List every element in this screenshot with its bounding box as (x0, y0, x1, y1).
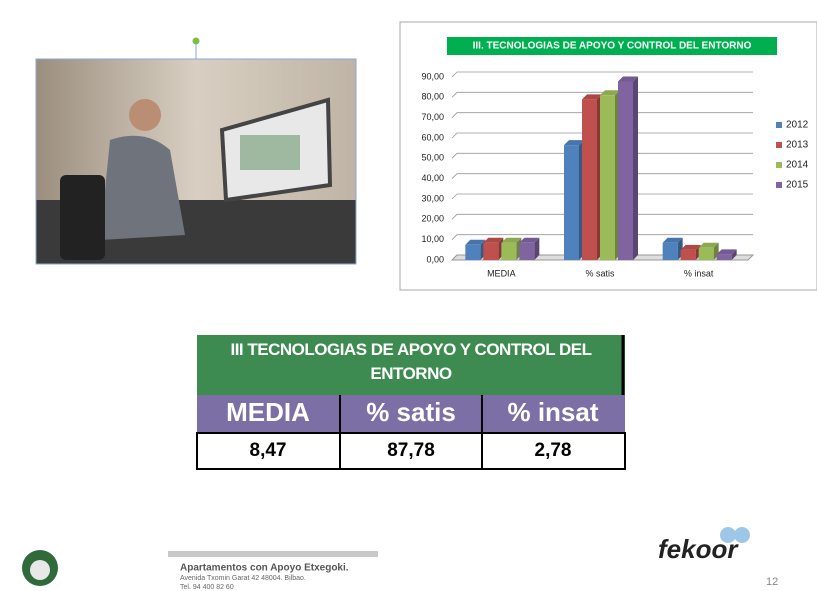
table-header: % satis (366, 397, 456, 427)
page-number: 12 (766, 576, 778, 588)
bar-top (564, 140, 584, 146)
summary-table: III TECNOLOGIAS DE APOYO Y CONTROL DEL E… (196, 335, 626, 470)
grid-line (451, 173, 753, 179)
grid-line (451, 132, 753, 139)
legend-label: 2014 (786, 160, 809, 171)
table-title-box: III TECNOLOGIAS DE APOYO Y CONTROL DEL E… (230, 340, 592, 383)
footer-phone: Tel. 94 400 82 60 (180, 584, 234, 591)
bar (698, 247, 714, 260)
screen-image (240, 135, 300, 170)
legend-label: 2013 (786, 140, 809, 151)
bar (564, 145, 579, 260)
left-logo-inner (30, 560, 50, 580)
grid-line (451, 234, 753, 240)
bar (618, 81, 633, 260)
bar (582, 99, 597, 260)
table-title: III TECNOLOGIAS DE APOYO Y CONTROL DEL E… (230, 340, 592, 383)
bar (465, 244, 481, 260)
bar-top (582, 94, 602, 100)
bar-top (465, 239, 486, 245)
grid-line (451, 91, 753, 98)
legend-label: 2015 (786, 180, 809, 191)
bar-top (519, 237, 540, 243)
head (129, 99, 161, 131)
bar (680, 249, 696, 260)
legend-swatch (776, 122, 782, 128)
y-tick-label: 30,00 (421, 193, 444, 203)
table-header: MEDIA (226, 397, 310, 427)
x-tick-label: % satis (585, 268, 615, 278)
y-tick-label: 90,00 (421, 71, 444, 81)
bar (662, 242, 678, 260)
y-tick-label: 50,00 (421, 153, 444, 163)
footer-bar (168, 551, 378, 557)
chart-title: III. TECNOLOGIAS DE APOYO Y CONTROL DEL … (473, 41, 752, 52)
bar-top (483, 237, 504, 243)
bar-top (618, 76, 638, 82)
y-tick-label: 20,00 (421, 214, 444, 224)
legend-swatch (776, 162, 782, 168)
table-cell: 8,47 (250, 440, 287, 461)
bar-top (501, 237, 522, 243)
photo (35, 37, 357, 265)
bar (519, 242, 535, 260)
bar-top (698, 242, 719, 248)
grid-line (451, 71, 753, 78)
footer-name: Apartamentos con Apoyo Etxegoki. (180, 563, 349, 574)
table-header-row (197, 395, 625, 433)
bar-top (680, 244, 701, 250)
wheelchair (60, 175, 105, 260)
bar-side (534, 237, 540, 260)
bar-side (731, 249, 737, 260)
legend-swatch (776, 142, 782, 148)
bar (483, 242, 499, 260)
bar-top (716, 249, 737, 255)
logo-dot (720, 527, 736, 543)
grid-line (451, 213, 753, 220)
table-cell: 2,78 (535, 440, 572, 461)
chart: 0,00 10,00 20,00 30,00 40,00 50,00 60,00 70,00 8… (421, 71, 808, 278)
footer: Apartamentos con Apoyo Etxegoki. Avenida… (22, 527, 778, 591)
grid-line (451, 152, 753, 159)
fekoor-logo: fekoor (658, 534, 739, 564)
legend-swatch (776, 182, 782, 188)
y-tick-label: 0,00 (426, 254, 444, 264)
y-tick-label: 70,00 (421, 112, 444, 122)
bar-side (633, 76, 638, 260)
legend-label: 2012 (786, 120, 809, 131)
y-tick-label: 60,00 (421, 132, 444, 142)
person (100, 135, 185, 240)
bar (600, 95, 615, 260)
y-tick-label: 80,00 (421, 92, 444, 102)
grid-line (451, 193, 753, 200)
footer-address: Avenida Txomin Garat 42 48004. Bilbao. (180, 575, 306, 582)
logo-dot (734, 527, 750, 543)
chart-title-box (447, 37, 777, 55)
y-tick-label: 40,00 (421, 173, 444, 183)
bar-top (662, 237, 683, 243)
bar-top (600, 90, 620, 96)
table-header: % insat (507, 397, 598, 427)
x-tick-label: MEDIA (487, 268, 516, 278)
bar (716, 254, 732, 260)
table-title-cell (197, 335, 625, 395)
grid-line (451, 112, 753, 118)
y-tick-label: 10,00 (421, 234, 444, 244)
rotate-handle (192, 37, 200, 45)
table-cell: 87,78 (387, 440, 435, 461)
table-data-row (196, 432, 626, 470)
bar (501, 242, 517, 260)
x-tick-label: % insat (684, 268, 714, 278)
